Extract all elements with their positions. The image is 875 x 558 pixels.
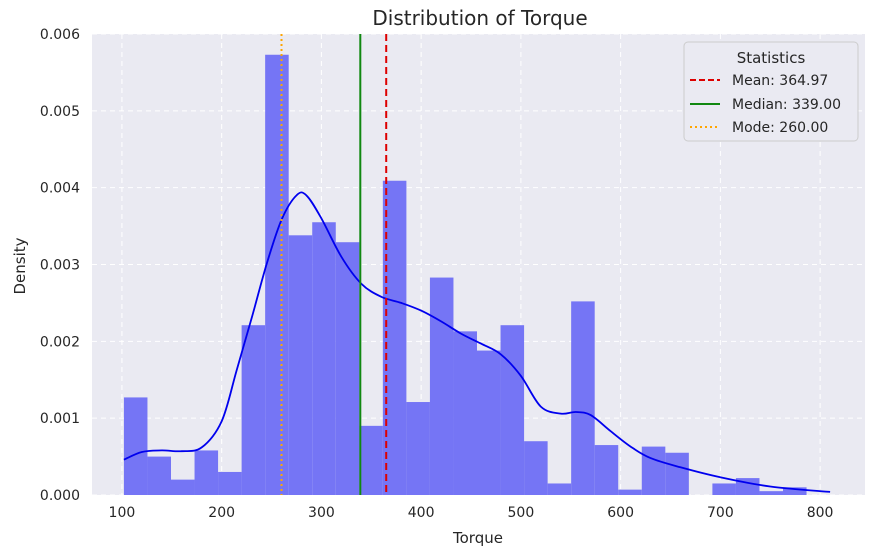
- histogram-bar: [218, 471, 242, 495]
- legend-entry-mean: Mean: 364.97: [732, 73, 828, 89]
- kde-curve: [123, 191, 831, 493]
- x-tick-label: 600: [607, 505, 634, 521]
- histogram-bar: [265, 54, 289, 496]
- stat-lines: [280, 34, 388, 495]
- y-tick-label: 0.006: [40, 27, 80, 43]
- legend-title: Statistics: [737, 49, 806, 67]
- legend-entry-median: Median: 339.00: [732, 97, 841, 113]
- legend-box: [683, 41, 859, 142]
- histogram-bar: [147, 456, 171, 495]
- histogram-bar: [665, 452, 689, 495]
- x-tick-label: 300: [308, 505, 335, 521]
- histogram-bar: [571, 301, 595, 495]
- y-tick-label: 0.002: [40, 334, 80, 350]
- y-tick-label: 0.003: [40, 258, 80, 274]
- histogram-bar: [429, 277, 454, 495]
- y-tick-label: 0.000: [40, 488, 80, 504]
- y-tick-label: 0.004: [40, 181, 80, 197]
- histogram-bar: [712, 483, 736, 495]
- histogram-bar: [547, 483, 572, 495]
- histogram-bar: [783, 487, 807, 495]
- y-tick-label: 0.005: [40, 104, 80, 120]
- histogram-bar: [288, 235, 313, 495]
- chart-title: Distribution of Torque: [372, 6, 587, 30]
- y-tick-label: 0.001: [40, 411, 80, 427]
- histogram-bar: [406, 402, 430, 495]
- kde-layer: [123, 191, 831, 493]
- x-axis-label: Torque: [452, 529, 503, 547]
- histogram-bar: [453, 331, 478, 495]
- histogram-bar: [312, 222, 336, 495]
- histogram-bar: [194, 450, 219, 495]
- tick-labels: 100 200 300 400 500 600 700 800 0.000 0.001 0.002 0…: [40, 27, 834, 521]
- histogram-bar: [123, 397, 148, 495]
- histogram-bar: [241, 325, 266, 495]
- histogram-bar: [618, 489, 642, 495]
- histogram-bar: [335, 242, 360, 495]
- x-tick-label: 100: [109, 505, 136, 521]
- legend-entry-mode: Mode: 260.00: [732, 120, 828, 136]
- histogram-bar: [170, 479, 195, 495]
- y-axis-label: Density: [11, 237, 29, 294]
- histogram-bar: [477, 350, 501, 495]
- histogram-bars: [123, 54, 807, 496]
- histogram-bar: [500, 325, 525, 495]
- histogram-bar: [759, 491, 784, 495]
- histogram-bar: [594, 445, 619, 495]
- x-tick-label: 700: [707, 505, 734, 521]
- histogram-bar: [359, 425, 383, 495]
- histogram-bar: [641, 446, 666, 495]
- legend: Statistics Mean: 364.97 Median: 339.00 M…: [683, 41, 859, 142]
- x-tick-label: 400: [408, 505, 435, 521]
- x-tick-label: 500: [508, 505, 535, 521]
- x-tick-label: 800: [807, 505, 834, 521]
- x-tick-label: 200: [208, 505, 235, 521]
- histogram-bar: [382, 180, 407, 496]
- histogram-bar: [524, 441, 548, 495]
